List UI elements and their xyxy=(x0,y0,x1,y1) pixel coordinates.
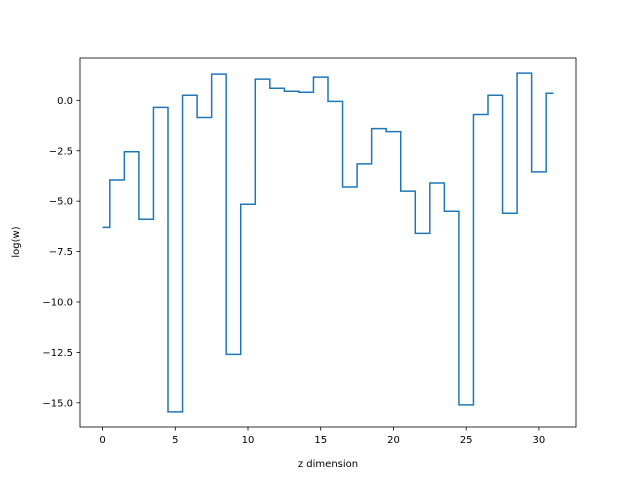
y-axis-label: log(w) xyxy=(11,226,22,257)
y-tick-label: −15.0 xyxy=(42,398,73,409)
series-layer xyxy=(102,72,554,413)
x-tick-label: 30 xyxy=(533,435,546,446)
y-tick-label: 0.0 xyxy=(57,96,73,107)
x-tick-label: 20 xyxy=(387,435,400,446)
y-tick-label: −2.5 xyxy=(49,146,73,157)
x-tick-label: 5 xyxy=(172,435,178,446)
x-ticks: 0 5 10 15 20 25 30 xyxy=(99,427,545,446)
series-line-0 xyxy=(102,72,554,413)
x-tick-label: 25 xyxy=(460,435,473,446)
plot-area xyxy=(80,58,576,427)
y-tick-label: −7.5 xyxy=(49,247,73,258)
x-tick-label: 0 xyxy=(99,435,105,446)
x-axis-label: z dimension xyxy=(298,459,358,470)
y-tick-label: −10.0 xyxy=(42,297,73,308)
y-tick-label: −12.5 xyxy=(42,348,73,359)
plot-frame xyxy=(79,57,577,428)
x-tick-label: 15 xyxy=(314,435,327,446)
x-tick-label: 10 xyxy=(242,435,255,446)
y-tick-label: −5.0 xyxy=(49,197,73,208)
y-ticks: 0.0 −2.5 −5.0 −7.5 −10.0 −12.5 −15.0 xyxy=(42,96,80,409)
